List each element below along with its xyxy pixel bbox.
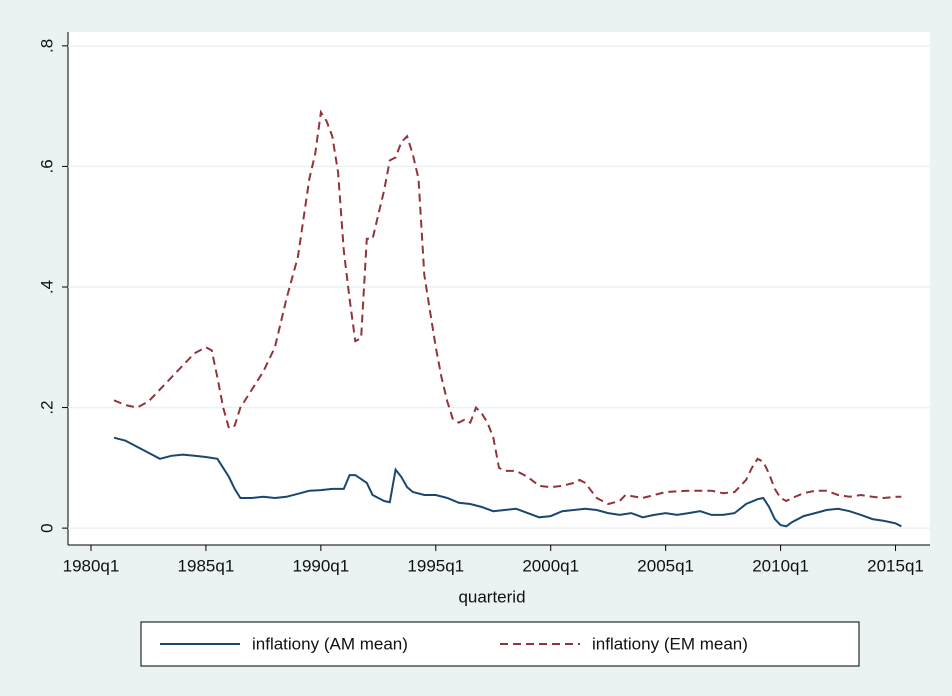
- x-tick-label: 1980q1: [63, 556, 120, 575]
- y-tick-label: .8: [37, 39, 56, 53]
- x-tick-label: 1990q1: [292, 556, 349, 575]
- x-tick-label: 1985q1: [178, 556, 235, 575]
- y-tick-label: .6: [37, 159, 56, 173]
- legend-label: inflationy (EM mean): [592, 634, 748, 653]
- x-tick-label: 2010q1: [752, 556, 809, 575]
- y-tick-label: 0: [37, 523, 56, 532]
- x-tick-label: 1995q1: [407, 556, 464, 575]
- x-tick-label: 2005q1: [637, 556, 694, 575]
- series-line: [113, 436, 902, 528]
- y-tick-label: .4: [37, 280, 56, 294]
- x-tick-label: 2015q1: [867, 556, 924, 575]
- series-line: [113, 109, 902, 506]
- x-tick-label: 2000q1: [522, 556, 579, 575]
- x-axis-title: quarterid: [458, 587, 525, 606]
- legend-label: inflationy (AM mean): [252, 634, 408, 653]
- plot-area: [68, 32, 930, 545]
- y-tick-label: .2: [37, 400, 56, 414]
